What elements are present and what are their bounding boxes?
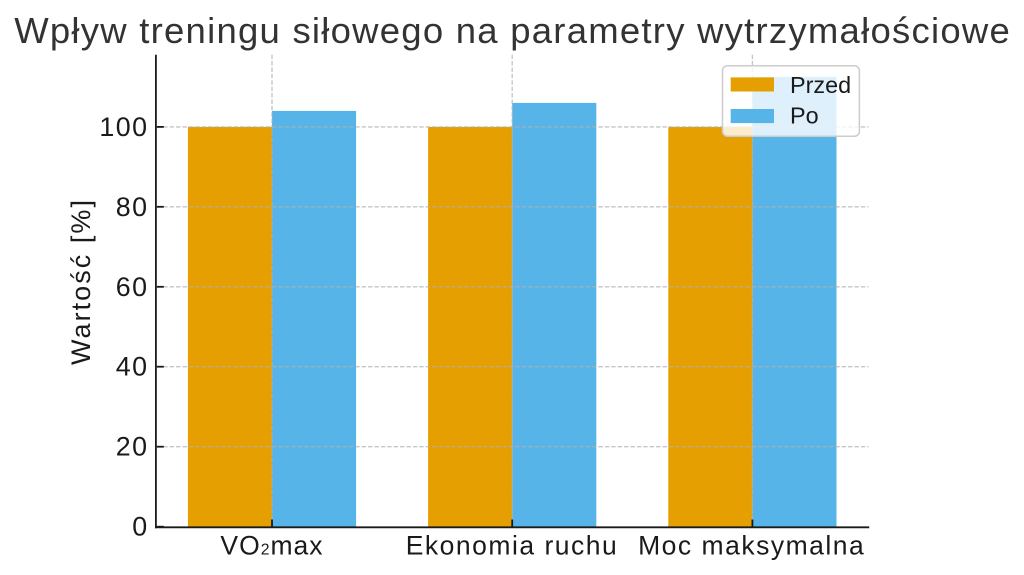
svg-text:Wpływ treningu siłowego na par: Wpływ treningu siłowego na parametry wyt… [14, 10, 1011, 51]
svg-text:Przed: Przed [790, 72, 851, 98]
svg-text:60: 60 [116, 272, 149, 302]
svg-text:Moc maksymalna: Moc maksymalna [638, 531, 865, 561]
svg-text:0: 0 [132, 512, 148, 542]
svg-text:80: 80 [116, 192, 149, 222]
svg-text:Wartość [%]: Wartość [%] [66, 198, 96, 365]
svg-text:100: 100 [99, 112, 148, 142]
svg-text:40: 40 [116, 352, 149, 382]
svg-text:VO2max: VO2max [220, 531, 323, 561]
svg-text:20: 20 [116, 432, 149, 462]
svg-text:Po: Po [790, 102, 819, 128]
svg-text:Ekonomia ruchu: Ekonomia ruchu [406, 531, 619, 561]
